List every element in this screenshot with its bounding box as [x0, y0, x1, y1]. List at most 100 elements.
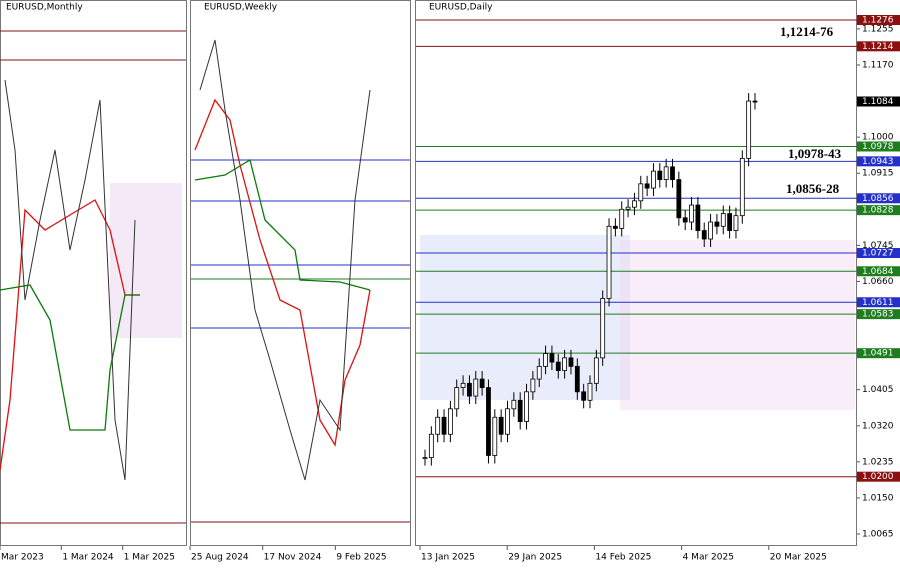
- level-label: 1.0200: [862, 472, 894, 482]
- level-tag: [857, 297, 900, 308]
- price-label: 1.1255: [862, 24, 894, 34]
- candle: [479, 378, 485, 388]
- candle: [606, 225, 612, 299]
- price-label: 1.0405: [862, 385, 894, 395]
- candle: [676, 179, 682, 219]
- level-label: 1.0978: [862, 142, 894, 152]
- level-label: 1.1214: [862, 42, 894, 52]
- candle: [511, 399, 517, 410]
- level-tag: [857, 141, 900, 152]
- date-label: Mar 2023: [1, 553, 44, 563]
- candle: [441, 416, 447, 435]
- panel-title: EURUSD,Daily: [429, 3, 493, 13]
- candle: [587, 382, 593, 401]
- date-label: 29 Jan 2025: [508, 553, 562, 563]
- level-tag: [857, 248, 900, 259]
- level-tag: [857, 348, 900, 359]
- price-label: 1.0065: [862, 530, 894, 540]
- candle: [670, 166, 675, 180]
- date-label: 20 Mar 2025: [770, 553, 827, 563]
- candle: [505, 408, 510, 435]
- candle: [657, 170, 663, 180]
- level-tag: [857, 471, 900, 482]
- candle: [746, 100, 752, 159]
- candle: [562, 357, 568, 371]
- candle: [720, 213, 726, 227]
- candle: [581, 391, 587, 401]
- level-tag: [857, 15, 900, 25]
- candle: [517, 399, 523, 422]
- panel-frame: [190, 0, 411, 546]
- date-label: 1 Mar 2024: [62, 553, 114, 563]
- candle: [733, 215, 739, 231]
- candle: [612, 225, 618, 229]
- candle: [486, 387, 491, 456]
- date-label: 13 Jan 2025: [421, 553, 475, 563]
- candle: [701, 230, 707, 240]
- price-label: 1.0150: [862, 493, 894, 503]
- candle: [625, 206, 631, 210]
- annotation: 1,0856-28: [786, 181, 840, 196]
- level-tag: [857, 266, 900, 277]
- candle: [498, 416, 504, 435]
- candle: [682, 217, 688, 223]
- date-label: 4 Mar 2025: [683, 553, 734, 563]
- candle: [454, 387, 460, 410]
- price-label: 1.0235: [862, 457, 894, 467]
- candle: [651, 170, 656, 189]
- price-label: 1.0320: [862, 421, 894, 431]
- annotation: 1,0978-43: [788, 146, 842, 161]
- level-tag: [857, 156, 900, 167]
- candle: [663, 166, 669, 180]
- panel-title: EURUSD,Monthly: [6, 3, 83, 13]
- candle: [708, 221, 713, 240]
- candle: [752, 100, 758, 103]
- candle: [555, 361, 561, 371]
- candle: [727, 213, 733, 231]
- level-label: 1.0943: [862, 157, 894, 167]
- candle: [695, 204, 701, 231]
- candle: [644, 183, 650, 189]
- level-label: 1.0727: [862, 249, 894, 259]
- price-tag: [857, 96, 900, 107]
- date-label: 25 Aug 2024: [191, 553, 249, 563]
- candle: [536, 365, 542, 380]
- level-tag: [857, 193, 900, 204]
- candle: [422, 457, 428, 460]
- candle: [632, 200, 637, 208]
- current-price: 1.1084: [862, 97, 894, 107]
- level-tag: [857, 41, 900, 52]
- price-label: 1.0915: [862, 169, 894, 179]
- candle: [530, 378, 536, 393]
- candle: [739, 157, 745, 217]
- candle: [467, 382, 472, 397]
- level-label: 1.0684: [862, 267, 894, 277]
- annotation: 1,1214-76: [780, 24, 834, 39]
- candle: [619, 208, 625, 229]
- candle: [574, 365, 580, 393]
- level-label: 1.0611: [862, 298, 894, 308]
- price-label: 1.1170: [862, 60, 894, 70]
- level-tag: [857, 205, 900, 216]
- panel-frame: [0, 0, 187, 546]
- price-label: 1.0745: [862, 241, 894, 251]
- panel-frame: [415, 0, 857, 546]
- date-label: 17 Nov 2024: [264, 553, 322, 563]
- candle: [568, 357, 574, 367]
- weekly-schematic: [191, 39, 410, 523]
- candle: [543, 353, 548, 367]
- candle: [638, 183, 644, 202]
- level-label: 1.1276: [862, 16, 894, 26]
- candle: [492, 416, 498, 456]
- price-label: 1.1000: [862, 133, 894, 143]
- level-label: 1.0583: [862, 310, 894, 320]
- candle: [524, 391, 529, 422]
- date-label: 14 Feb 2025: [595, 553, 651, 563]
- level-label: 1.0856: [862, 194, 894, 204]
- monthly-schematic: [0, 30, 186, 524]
- date-label: 1 Mar 2025: [124, 553, 175, 563]
- candle: [447, 408, 453, 435]
- candle: [435, 416, 441, 435]
- ichimoku-cloud: [620, 240, 855, 410]
